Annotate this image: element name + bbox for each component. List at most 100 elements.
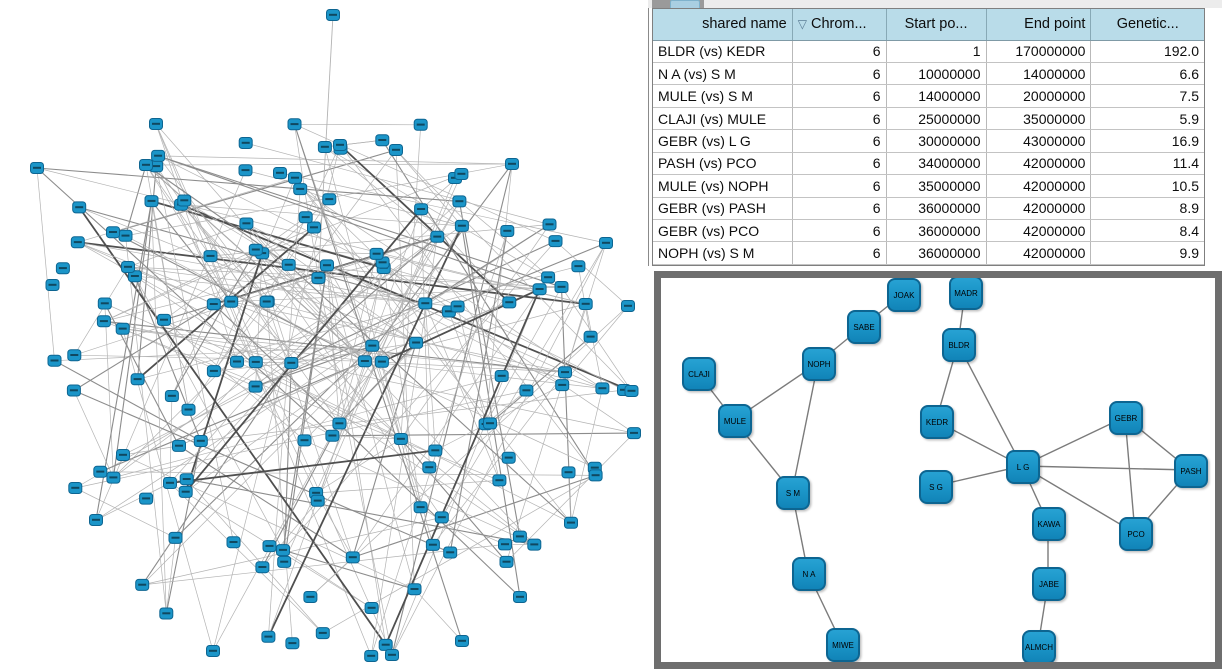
hairball-edge [185, 360, 366, 493]
hairball-edge [77, 241, 214, 305]
node-label-smudge [425, 466, 434, 469]
node-label-smudge [325, 198, 334, 201]
hairball-edge [157, 155, 267, 302]
hairball-edge [294, 177, 572, 524]
hairball-edge [113, 236, 438, 478]
subnetwork-node-ALMCH[interactable]: ALMCH [1022, 630, 1056, 662]
table-row[interactable]: NOPH (vs) S M 6 36000000 42000000 9.9 [653, 241, 1204, 265]
node-label-smudge [433, 235, 442, 238]
subnetwork-node-KAWA[interactable]: KAWA [1032, 507, 1066, 541]
column-header-0[interactable]: shared name [653, 9, 793, 41]
hairball-edge [561, 305, 629, 386]
subnetwork-node-MIWE[interactable]: MIWE [826, 628, 860, 662]
column-header-4[interactable]: Genetic... [1090, 9, 1204, 41]
hairball-edge [391, 242, 607, 656]
node-label-smudge [306, 595, 315, 598]
hairball-edge [112, 149, 397, 233]
hairball-edge [424, 303, 436, 451]
node-label-smudge [501, 543, 509, 546]
hairball-edge [364, 360, 595, 469]
table-row[interactable]: N A (vs) S M 6 10000000 14000000 6.6 [653, 62, 1204, 86]
node-label-smudge [458, 639, 466, 642]
hairball-edge [137, 265, 579, 380]
node-label-smudge [437, 516, 446, 519]
subnetwork-node-L-G[interactable]: L G [1006, 450, 1040, 484]
subnetwork-node-CLAJI[interactable]: CLAJI [682, 357, 716, 391]
hairball-edge [339, 144, 596, 476]
table-row[interactable]: MULE (vs) S M 6 14000000 20000000 7.5 [653, 84, 1204, 108]
hairball-edge [326, 265, 603, 389]
table-row[interactable]: GEBR (vs) PASH 6 36000000 42000000 8.9 [653, 197, 1204, 221]
subnetwork-node-MADR[interactable]: MADR [949, 278, 983, 310]
node-label-smudge [287, 361, 296, 364]
node-label-smudge [558, 383, 567, 386]
table-row[interactable]: MULE (vs) NOPH 6 35000000 42000000 10.5 [653, 174, 1204, 198]
node-label-smudge [323, 264, 331, 267]
node-label-smudge [48, 283, 57, 286]
table-cell: GEBR (vs) L G [653, 129, 793, 153]
hairball-edge [184, 200, 417, 343]
column-header-2[interactable]: Start po... [886, 9, 987, 41]
table-row[interactable]: GEBR (vs) L G 6 30000000 43000000 16.9 [653, 129, 1204, 153]
node-label-smudge [318, 631, 327, 634]
hairball-edge [169, 449, 436, 484]
table-cell: 8.4 [1090, 219, 1204, 243]
hairball-edge [113, 375, 502, 478]
subnetwork-node-S-M[interactable]: S M [776, 476, 810, 510]
table-cell: 9.9 [1090, 241, 1204, 265]
column-header-1[interactable]: ▽ Chrom... [792, 9, 887, 41]
hairball-edge [294, 123, 421, 126]
table-cell: 35000000 [886, 174, 987, 198]
node-label-smudge [209, 303, 218, 305]
subnetwork-node-N-A[interactable]: N A [792, 557, 826, 591]
node-label: MULE [723, 416, 747, 426]
table-cell: 36000000 [886, 197, 987, 221]
node-label-smudge [196, 439, 205, 442]
subnetwork-node-PCO[interactable]: PCO [1119, 517, 1153, 551]
node-label-smudge [598, 387, 607, 390]
node-label: S M [785, 488, 801, 498]
subnetwork-node-PASH[interactable]: PASH [1174, 454, 1208, 488]
node-label-smudge [367, 606, 376, 609]
subnetwork-node-MULE[interactable]: MULE [718, 404, 752, 438]
table-row[interactable]: CLAJI (vs) MULE 6 25000000 35000000 5.9 [653, 107, 1204, 131]
subnetwork-canvas[interactable]: JOAK SABE NOPH CLAJI MULE S M N A MIWE MADR BLDR K… [661, 278, 1215, 662]
table-cell: PASH (vs) PCO [653, 152, 793, 176]
node-label-smudge [50, 359, 59, 362]
table-row[interactable]: GEBR (vs) PCO 6 36000000 42000000 8.4 [653, 219, 1204, 243]
panel-tab[interactable] [670, 0, 700, 8]
table-row[interactable]: PASH (vs) PCO 6 34000000 42000000 11.4 [653, 152, 1204, 176]
hairball-graph[interactable] [0, 0, 648, 669]
hairball-edge [79, 207, 417, 344]
table-cell: 42000000 [986, 174, 1092, 198]
hairball-edge [395, 149, 632, 392]
subnetwork-node-JABE[interactable]: JABE [1032, 567, 1066, 601]
hairball-edge [122, 303, 426, 456]
hairball-edge [288, 264, 572, 524]
node-label-smudge [557, 285, 566, 288]
subnetwork-node-NOPH[interactable]: NOPH [802, 347, 836, 381]
table-cell: 14000000 [886, 84, 987, 108]
hairball-edge [100, 471, 596, 476]
subnetwork-node-JOAK[interactable]: JOAK [887, 278, 921, 312]
node-label-smudge [312, 491, 321, 494]
node-label: KEDR [925, 417, 949, 427]
table-row[interactable]: BLDR (vs) KEDR 6 1 170000000 192.0 [653, 40, 1204, 63]
subnetwork-node-BLDR[interactable]: BLDR [942, 328, 976, 362]
hairball-edge [506, 432, 635, 563]
node-label-smudge [522, 389, 531, 392]
subnetwork-node-S-G[interactable]: S G [919, 470, 953, 504]
node-label-smudge [109, 476, 118, 479]
node-label-smudge [602, 241, 610, 244]
hairball-edge [352, 474, 596, 558]
hairball-edge [315, 438, 402, 494]
node-label-smudge [175, 444, 183, 447]
subnetwork-node-GEBR[interactable]: GEBR [1109, 401, 1143, 435]
table-cell: GEBR (vs) PASH [653, 197, 793, 221]
subnetwork-node-KEDR[interactable]: KEDR [920, 405, 954, 439]
subnetwork-node-SABE[interactable]: SABE [847, 310, 881, 344]
table-cell: 6 [792, 152, 887, 176]
filter-icon[interactable]: ▽ [797, 17, 807, 32]
node-label-smudge [392, 148, 400, 151]
column-header-3[interactable]: End point [986, 9, 1092, 41]
